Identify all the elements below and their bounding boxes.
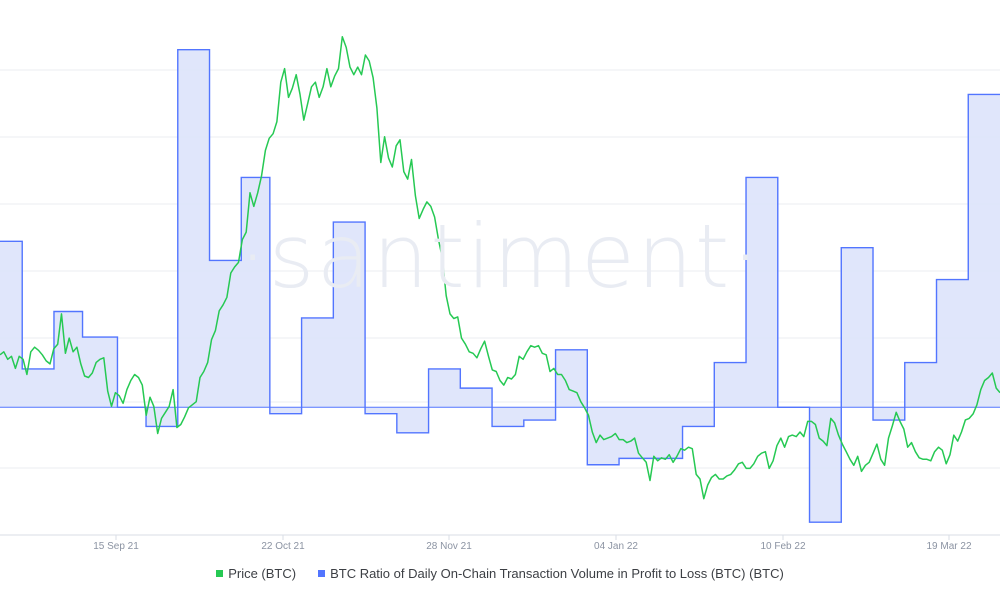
legend-item-price[interactable]: Price (BTC) [216, 566, 296, 581]
x-tick-label: 04 Jan 22 [594, 541, 638, 552]
x-tick-label: 10 Feb 22 [760, 541, 805, 552]
x-tick-label: 15 Sep 21 [93, 541, 139, 552]
ratio-series-line [0, 48, 1000, 523]
grid-layer [0, 69, 1000, 469]
ratio-area-fill [0, 49, 1000, 523]
price-line-layer [0, 36, 1000, 500]
legend-item-ratio[interactable]: BTC Ratio of Daily On-Chain Transaction … [318, 566, 784, 581]
legend-swatch-ratio [318, 570, 326, 577]
x-tick-label: 22 Oct 21 [261, 541, 305, 552]
x-tick-label: 28 Nov 21 [426, 541, 472, 552]
x-axis: 15 Sep 21 22 Oct 21 28 Nov 21 04 Jan 22 10 F… [0, 534, 1000, 552]
legend-label-ratio: BTC Ratio of Daily On-Chain Transaction … [330, 566, 784, 581]
x-tick-label: 19 Mar 22 [926, 541, 971, 552]
ratio-area-layer [0, 48, 1000, 523]
price-series-line [0, 36, 1000, 500]
legend-swatch-price [216, 570, 224, 577]
legend: Price (BTC) BTC Ratio of Daily On-Chain … [0, 566, 1000, 581]
legend-label-price: Price (BTC) [228, 566, 297, 581]
